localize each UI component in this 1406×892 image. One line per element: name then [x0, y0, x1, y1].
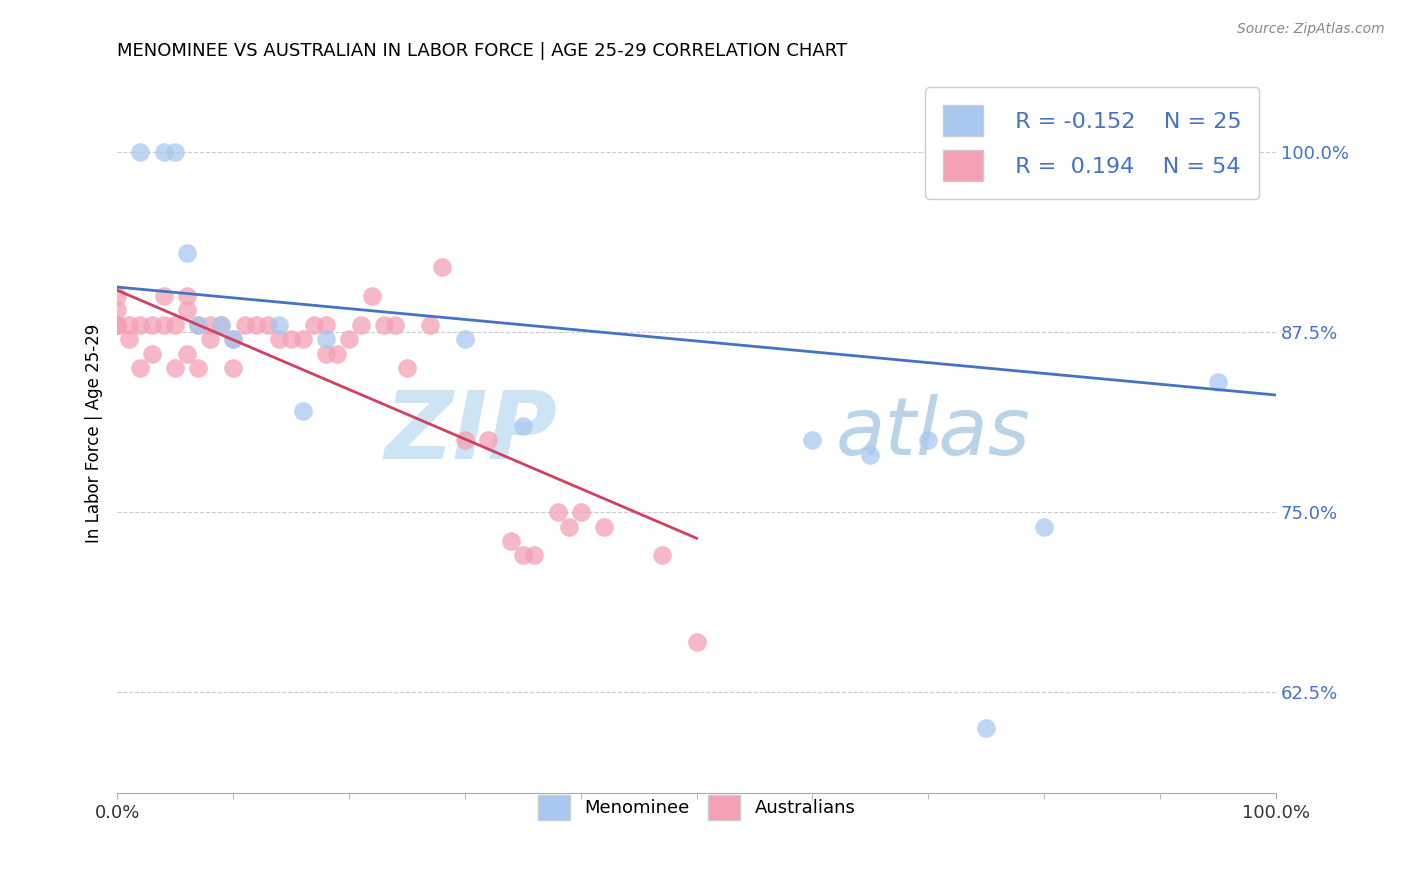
- Point: [187, 361, 209, 376]
- Point: [165, 318, 187, 332]
- Point: [176, 245, 198, 260]
- Text: atlas: atlas: [835, 394, 1031, 472]
- Point: [105, 318, 128, 332]
- Point: [105, 289, 128, 303]
- Point: [315, 332, 337, 346]
- Point: [547, 505, 569, 519]
- Point: [129, 318, 152, 332]
- Point: [523, 549, 546, 563]
- Point: [512, 549, 534, 563]
- Point: [141, 346, 163, 360]
- Point: [118, 332, 141, 346]
- Point: [152, 145, 174, 159]
- Point: [1102, 145, 1125, 159]
- Point: [512, 418, 534, 433]
- Point: [917, 433, 939, 447]
- Text: MENOMINEE VS AUSTRALIAN IN LABOR FORCE | AGE 25-29 CORRELATION CHART: MENOMINEE VS AUSTRALIAN IN LABOR FORCE |…: [117, 42, 848, 60]
- Point: [373, 318, 395, 332]
- Point: [974, 722, 997, 736]
- Point: [105, 318, 128, 332]
- Point: [233, 318, 256, 332]
- Point: [222, 361, 245, 376]
- Point: [105, 303, 128, 318]
- Text: ZIP: ZIP: [385, 387, 558, 479]
- Point: [165, 361, 187, 376]
- Point: [592, 519, 614, 533]
- Point: [349, 318, 371, 332]
- Point: [315, 318, 337, 332]
- Point: [291, 404, 314, 418]
- Point: [558, 519, 581, 533]
- Point: [211, 318, 233, 332]
- Point: [198, 332, 221, 346]
- Point: [419, 318, 441, 332]
- Point: [384, 318, 406, 332]
- Point: [291, 332, 314, 346]
- Point: [1206, 376, 1229, 390]
- Point: [651, 549, 673, 563]
- Point: [198, 318, 221, 332]
- Point: [187, 318, 209, 332]
- Point: [118, 318, 141, 332]
- Point: [280, 332, 302, 346]
- Point: [129, 145, 152, 159]
- Text: Source: ZipAtlas.com: Source: ZipAtlas.com: [1237, 22, 1385, 37]
- Point: [315, 346, 337, 360]
- Point: [337, 332, 360, 346]
- Point: [395, 361, 418, 376]
- Point: [430, 260, 453, 274]
- Point: [211, 318, 233, 332]
- Point: [222, 332, 245, 346]
- Point: [302, 318, 325, 332]
- Point: [165, 145, 187, 159]
- Point: [801, 433, 824, 447]
- Point: [326, 346, 349, 360]
- Point: [569, 505, 592, 519]
- Point: [187, 318, 209, 332]
- Point: [1033, 519, 1056, 533]
- Point: [176, 289, 198, 303]
- Point: [141, 318, 163, 332]
- Point: [129, 361, 152, 376]
- Point: [152, 289, 174, 303]
- Point: [222, 332, 245, 346]
- Point: [256, 318, 278, 332]
- Point: [859, 448, 882, 462]
- Point: [1173, 145, 1195, 159]
- Point: [477, 433, 499, 447]
- Point: [501, 534, 523, 549]
- Legend: Menominee, Australians: Menominee, Australians: [523, 780, 870, 835]
- Point: [269, 332, 291, 346]
- Point: [361, 289, 384, 303]
- Point: [105, 318, 128, 332]
- Point: [152, 318, 174, 332]
- Point: [1126, 145, 1149, 159]
- Point: [454, 332, 477, 346]
- Point: [685, 635, 707, 649]
- Point: [454, 433, 477, 447]
- Y-axis label: In Labor Force | Age 25-29: In Labor Force | Age 25-29: [86, 323, 103, 542]
- Point: [176, 346, 198, 360]
- Point: [269, 318, 291, 332]
- Point: [176, 303, 198, 318]
- Point: [245, 318, 267, 332]
